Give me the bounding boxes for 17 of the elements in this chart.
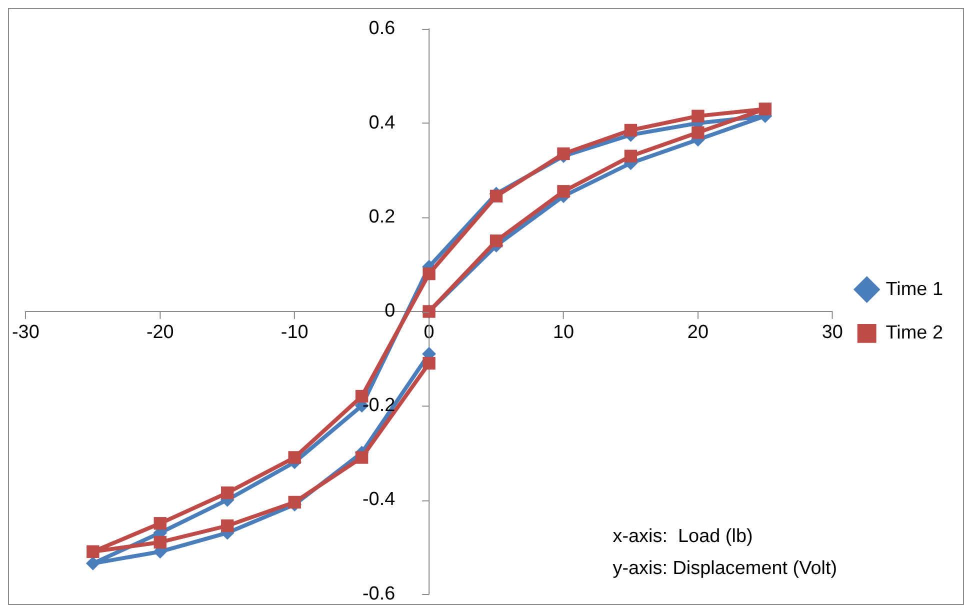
legend-label: Time 2 — [886, 322, 944, 344]
x-tick-label: -20 — [146, 322, 174, 344]
x-tick-label: 10 — [552, 322, 574, 344]
x-tick-label: 30 — [822, 322, 843, 344]
x-tick-label: -30 — [12, 322, 40, 344]
y-tick-label: -0.6 — [362, 583, 396, 604]
y-tick-label: -0.4 — [362, 489, 396, 510]
x-tick-label: 0 — [424, 322, 434, 344]
x-tick-label: 20 — [687, 322, 709, 344]
y-tick-label: 0 — [384, 300, 396, 322]
y-tick-label: 0.6 — [368, 18, 396, 40]
annotation: x-axis: Load (lb) — [612, 526, 753, 548]
annotation: y-axis: Displacement (Volt) — [612, 558, 838, 580]
y-tick-label: 0.4 — [368, 112, 396, 134]
x-tick-label: -10 — [280, 322, 308, 344]
y-tick-label: 0.2 — [368, 206, 396, 228]
legend-label: Time 1 — [886, 278, 944, 300]
